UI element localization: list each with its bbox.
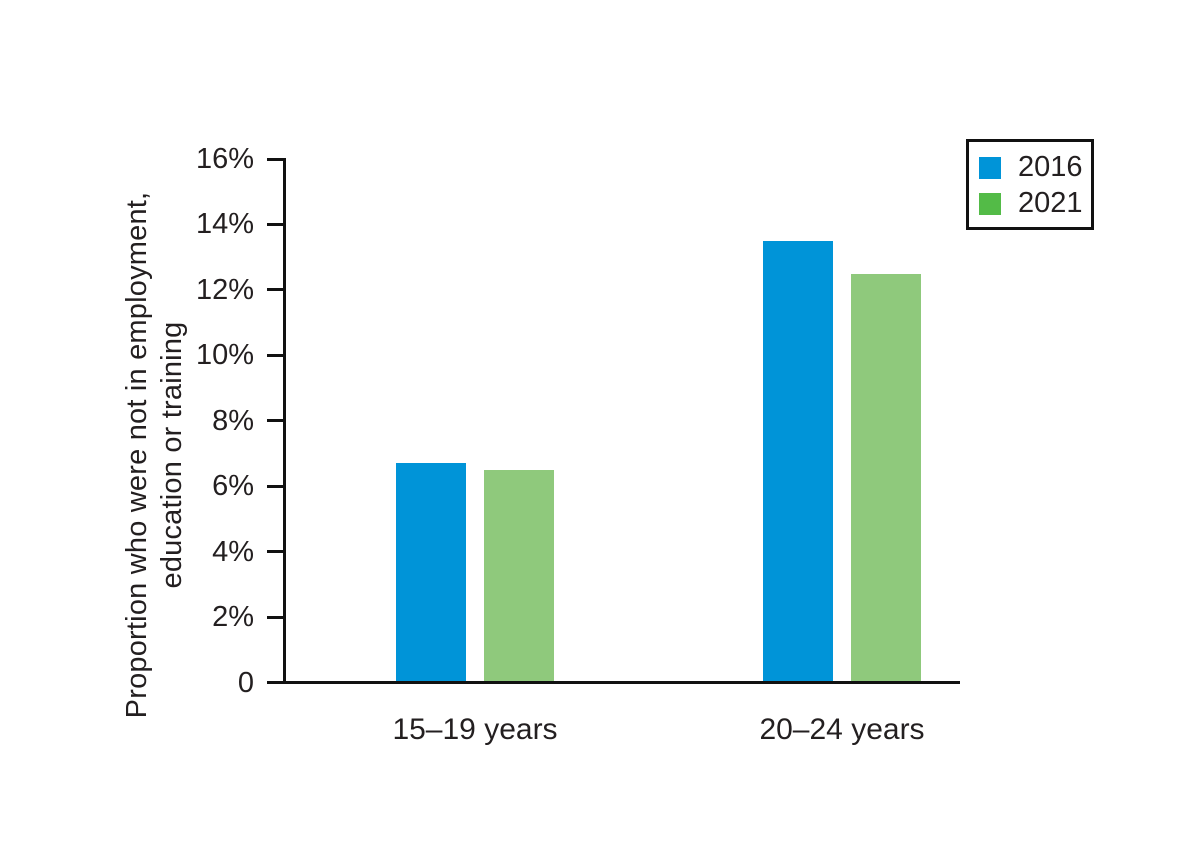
x-axis-line	[283, 681, 960, 684]
y-tick-mark	[267, 419, 284, 423]
legend-label: 2021	[1018, 187, 1083, 219]
y-tick-label: 12%	[195, 273, 254, 306]
y-tick-mark	[267, 222, 284, 226]
y-tick-mark	[267, 681, 284, 684]
y-tick-label: 16%	[195, 143, 254, 175]
y-tick-label: 14%	[195, 208, 254, 241]
legend-swatch-icon	[979, 192, 1001, 215]
y-tick-label: 10%	[195, 339, 254, 372]
x-category-label: 20–24 years	[759, 713, 925, 746]
bar-2016-15–19-years	[396, 463, 466, 684]
bar-2021-20–24-years	[851, 273, 921, 684]
y-tick-label: 8%	[212, 404, 254, 437]
bar-2021-15–19-years	[484, 469, 554, 684]
y-tick-label: 0	[237, 666, 254, 699]
legend-swatch-icon	[979, 156, 1001, 179]
y-tick-mark	[267, 157, 284, 161]
bar-2016-20–24-years	[763, 240, 833, 684]
y-tick-mark	[267, 288, 284, 292]
x-category-label: 15–19 years	[392, 713, 558, 746]
legend-item-2021: 2021	[979, 187, 1091, 219]
y-axis-line	[283, 158, 286, 684]
y-tick-mark	[267, 353, 284, 357]
legend-label: 2016	[1018, 151, 1083, 183]
legend: 2016 2021	[966, 139, 1094, 230]
y-tick-label: 2%	[212, 601, 254, 634]
y-tick-mark	[267, 484, 284, 488]
legend-item-2016: 2016	[979, 151, 1091, 183]
y-tick-mark	[267, 550, 284, 554]
y-tick-mark	[267, 615, 284, 619]
y-tick-label: 6%	[212, 470, 254, 503]
y-tick-label: 4%	[212, 535, 254, 568]
